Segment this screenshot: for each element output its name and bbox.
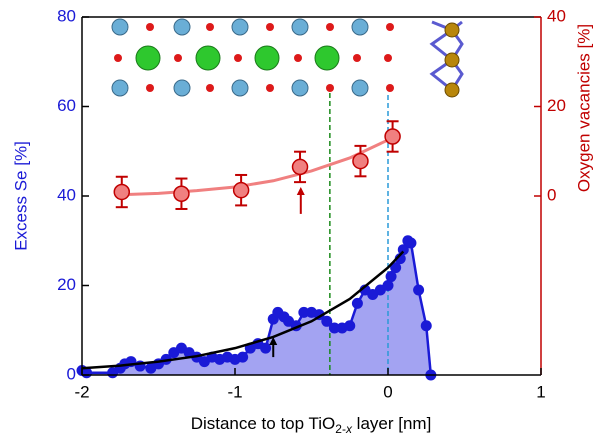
arrow-head bbox=[269, 336, 278, 345]
x-tick-label: -2 bbox=[74, 382, 89, 401]
data-point bbox=[352, 152, 369, 170]
x-label-text: layer [nm] bbox=[352, 414, 431, 433]
data-point bbox=[321, 315, 333, 327]
y-tick-label: 60 bbox=[57, 96, 76, 115]
data-point bbox=[291, 158, 309, 176]
data-point bbox=[405, 237, 417, 249]
x-label-subscript: x bbox=[345, 422, 353, 436]
x-tick-label: 1 bbox=[536, 382, 545, 401]
data-point bbox=[413, 284, 425, 296]
data-point bbox=[260, 342, 272, 354]
y2-tick-label: 20 bbox=[547, 96, 566, 115]
data-point bbox=[232, 181, 250, 199]
data-point bbox=[420, 320, 432, 332]
data-point bbox=[385, 271, 397, 283]
y2-tick-label: 0 bbox=[547, 185, 556, 204]
y-tick-label: 80 bbox=[57, 6, 76, 25]
area bbox=[82, 240, 431, 375]
arrow-head bbox=[296, 187, 305, 196]
x-label-subscript: 2- bbox=[335, 422, 346, 436]
data-point bbox=[382, 280, 394, 291]
data-point bbox=[173, 185, 190, 203]
data-point bbox=[237, 351, 249, 363]
data-point bbox=[113, 183, 131, 201]
crystal-structure bbox=[111, 18, 464, 98]
x-label-text: Distance to top TiO bbox=[191, 414, 336, 433]
x-tick-label: 0 bbox=[383, 382, 392, 401]
plot-area bbox=[76, 85, 437, 381]
fit-line bbox=[81, 250, 405, 370]
y-tick-label: 40 bbox=[57, 185, 76, 204]
data-point bbox=[351, 297, 363, 309]
data-point bbox=[344, 320, 356, 332]
y-tick-label: 20 bbox=[57, 275, 76, 294]
data-point bbox=[328, 322, 340, 334]
y-axis-label: Excess Se [%] bbox=[11, 141, 30, 251]
y2-tick-label: 40 bbox=[547, 6, 566, 25]
y-tick-label: 0 bbox=[67, 364, 76, 383]
y2-axis-label: Oxygen vacancies [%] bbox=[574, 24, 593, 192]
data-point bbox=[397, 244, 409, 256]
fit-line bbox=[121, 136, 394, 197]
x-tick-label: -1 bbox=[227, 382, 242, 401]
data-point bbox=[390, 262, 402, 274]
data-point bbox=[298, 306, 310, 318]
data-point bbox=[384, 128, 401, 145]
x-axis-label: Distance to top TiO2-x layer [nm] bbox=[191, 414, 432, 436]
